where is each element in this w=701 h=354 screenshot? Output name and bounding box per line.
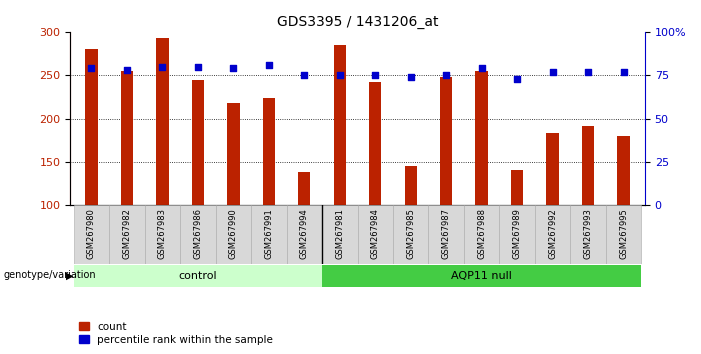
Bar bbox=[618, 136, 629, 205]
Text: GSM267980: GSM267980 bbox=[87, 208, 96, 259]
Text: GSM267986: GSM267986 bbox=[193, 208, 203, 259]
Point bbox=[512, 76, 523, 81]
Bar bbox=[227, 103, 240, 205]
FancyBboxPatch shape bbox=[180, 205, 216, 264]
FancyBboxPatch shape bbox=[74, 265, 322, 287]
FancyBboxPatch shape bbox=[251, 205, 287, 264]
Text: GSM267990: GSM267990 bbox=[229, 208, 238, 259]
Text: GSM267993: GSM267993 bbox=[584, 208, 592, 259]
Text: GSM267995: GSM267995 bbox=[619, 208, 628, 259]
Point bbox=[405, 74, 416, 80]
Bar bbox=[547, 133, 559, 205]
Point bbox=[228, 65, 239, 71]
FancyBboxPatch shape bbox=[144, 205, 180, 264]
Point bbox=[441, 73, 452, 78]
Text: GSM267985: GSM267985 bbox=[407, 208, 415, 259]
FancyBboxPatch shape bbox=[287, 205, 322, 264]
Text: GSM267982: GSM267982 bbox=[123, 208, 131, 259]
Text: GSM267983: GSM267983 bbox=[158, 208, 167, 259]
Bar bbox=[121, 71, 133, 205]
Point bbox=[618, 69, 629, 75]
Bar bbox=[298, 172, 311, 205]
Text: GSM267991: GSM267991 bbox=[264, 208, 273, 259]
Bar bbox=[440, 77, 452, 205]
Point bbox=[334, 73, 346, 78]
Bar bbox=[334, 45, 346, 205]
Point bbox=[121, 67, 132, 73]
Legend: count, percentile rank within the sample: count, percentile rank within the sample bbox=[75, 317, 277, 349]
Text: GSM267984: GSM267984 bbox=[371, 208, 380, 259]
Text: GSM267989: GSM267989 bbox=[512, 208, 522, 259]
FancyBboxPatch shape bbox=[322, 265, 641, 287]
Point bbox=[369, 73, 381, 78]
Bar bbox=[86, 49, 97, 205]
FancyBboxPatch shape bbox=[74, 205, 109, 264]
Bar bbox=[511, 170, 524, 205]
Point bbox=[157, 64, 168, 69]
Point bbox=[547, 69, 558, 75]
FancyBboxPatch shape bbox=[393, 205, 428, 264]
Title: GDS3395 / 1431206_at: GDS3395 / 1431206_at bbox=[277, 16, 438, 29]
Text: GSM267981: GSM267981 bbox=[335, 208, 344, 259]
Point bbox=[299, 73, 310, 78]
FancyBboxPatch shape bbox=[571, 205, 606, 264]
Bar bbox=[582, 126, 594, 205]
Text: GSM267988: GSM267988 bbox=[477, 208, 486, 259]
Text: ▶: ▶ bbox=[66, 270, 74, 280]
Text: genotype/variation: genotype/variation bbox=[4, 270, 96, 280]
Point bbox=[192, 64, 203, 69]
FancyBboxPatch shape bbox=[464, 205, 499, 264]
FancyBboxPatch shape bbox=[358, 205, 393, 264]
Text: control: control bbox=[179, 271, 217, 281]
FancyBboxPatch shape bbox=[606, 205, 641, 264]
Bar bbox=[156, 38, 168, 205]
Point bbox=[583, 69, 594, 75]
Text: AQP11 null: AQP11 null bbox=[451, 271, 512, 281]
FancyBboxPatch shape bbox=[109, 205, 144, 264]
Point bbox=[86, 65, 97, 71]
Text: GSM267992: GSM267992 bbox=[548, 208, 557, 259]
Point bbox=[476, 65, 487, 71]
FancyBboxPatch shape bbox=[535, 205, 571, 264]
Text: GSM267994: GSM267994 bbox=[300, 208, 308, 259]
FancyBboxPatch shape bbox=[322, 205, 358, 264]
Bar bbox=[369, 82, 381, 205]
Bar bbox=[475, 71, 488, 205]
FancyBboxPatch shape bbox=[216, 205, 251, 264]
Bar bbox=[191, 80, 204, 205]
Point bbox=[263, 62, 274, 68]
Bar bbox=[404, 166, 417, 205]
FancyBboxPatch shape bbox=[499, 205, 535, 264]
FancyBboxPatch shape bbox=[428, 205, 464, 264]
Bar bbox=[263, 98, 275, 205]
Text: GSM267987: GSM267987 bbox=[442, 208, 451, 259]
